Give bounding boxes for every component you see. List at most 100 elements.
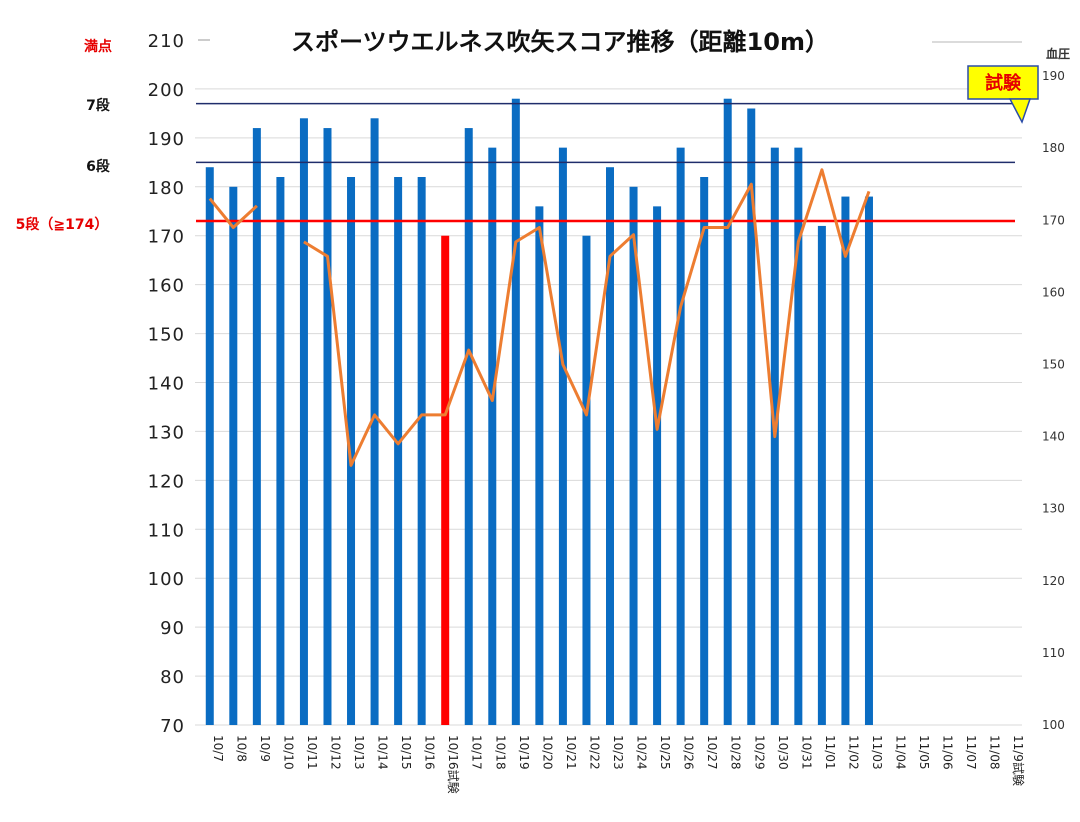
x-tick-label: 10/15 (399, 735, 413, 770)
y-axis-left: 70 80 90 100 110 120 130 140 150 160 170 180 190 200 2… (148, 31, 185, 737)
x-tick-label: 11/9試験 (1011, 735, 1026, 786)
x-tick-label: 10/19 (517, 735, 531, 770)
x-tick-label: 10/26 (682, 735, 696, 770)
bar-10-13 (347, 177, 356, 725)
x-tick-label: 10/10 (281, 735, 295, 770)
y-tick-label: 190 (148, 129, 185, 150)
callout-box (967, 65, 1039, 100)
ref-label-3: 5段（≧174） (16, 216, 109, 233)
x-tick-label: 10/31 (799, 735, 813, 770)
y-tick-label: 160 (148, 276, 185, 297)
callout-text: 試験 (985, 72, 1022, 94)
bar-10-23 (606, 167, 614, 725)
x-tick-label: 10/27 (705, 735, 719, 770)
y-tick-label: 110 (148, 520, 185, 541)
bp-line-series (208, 168, 871, 467)
y2-tick-label: 150 (1042, 357, 1065, 371)
y-tick-label: 90 (160, 618, 185, 639)
y2-tick-label: 140 (1042, 430, 1065, 444)
y-tick-label: 210 (148, 31, 185, 52)
bp-line-segment-0 (208, 197, 258, 229)
y2-tick-label: 110 (1042, 646, 1065, 660)
bar-10-16-- (441, 235, 450, 725)
x-tick-label: 10/28 (729, 735, 743, 770)
bar-10-20 (535, 206, 544, 725)
bar-10-29 (747, 108, 756, 725)
x-tick-label: 10/17 (470, 735, 484, 770)
x-tick-label: 10/13 (352, 735, 366, 770)
x-axis: 10/7 10/8 10/9 10/10 10/11 10/12 10/13 10/14 10/… (211, 735, 1026, 794)
bar-10-27 (700, 177, 709, 725)
ref-label-2: 6段 (86, 158, 110, 175)
x-tick-label: 10/23 (611, 735, 625, 770)
x-tick-label: 10/7 (211, 735, 225, 762)
exam-callout: 試験 (967, 65, 1039, 124)
x-tick-label: 10/12 (328, 735, 342, 770)
bar-10-16 (417, 177, 426, 725)
bar-10-28 (723, 98, 732, 725)
chart-title: スポーツウエルネス吹矢スコア推移（距離10m） (291, 28, 829, 56)
y-tick-label: 130 (148, 422, 185, 443)
x-tick-label: 10/30 (776, 735, 790, 770)
x-tick-label: 11/02 (846, 735, 860, 770)
bar-11-03 (864, 196, 873, 726)
callout-pointer (1008, 98, 1032, 124)
x-tick-label: 11/05 (917, 735, 931, 770)
y2-tick-label: 190 (1042, 69, 1065, 83)
x-tick-label: 10/18 (493, 735, 507, 770)
bar-10-21 (558, 147, 567, 726)
y-axis-right: 100 110 120 130 140 150 160 170 180 190 (1042, 69, 1065, 732)
y-tick-label: 170 (148, 227, 185, 248)
x-tick-label: 10/8 (234, 735, 248, 762)
x-tick-label: 10/9 (258, 735, 272, 762)
y2-tick-label: 180 (1042, 141, 1065, 155)
bar-10-25 (653, 206, 662, 725)
x-tick-label: 10/22 (587, 735, 601, 770)
x-tick-label: 10/21 (564, 735, 578, 770)
bar-11-01 (817, 225, 826, 725)
bar-10-17 (464, 128, 473, 726)
x-tick-label: 11/03 (870, 735, 884, 770)
y-tick-label: 140 (148, 374, 185, 395)
x-tick-label: 10/16試験 (446, 735, 461, 794)
x-tick-label: 10/14 (376, 735, 390, 770)
y-tick-label: 100 (148, 569, 185, 590)
bar-10-10 (276, 177, 285, 725)
x-tick-label: 10/25 (658, 735, 672, 770)
bar-10-8 (229, 186, 238, 726)
bar-10-26 (676, 147, 685, 726)
ref-label-1: 7段 (86, 97, 110, 114)
x-tick-label: 10/24 (635, 735, 649, 770)
y2-tick-label: 100 (1042, 718, 1065, 732)
bar-10-15 (394, 177, 403, 725)
ref-label-0: 満点 (84, 38, 112, 55)
bar-10-31 (794, 147, 803, 726)
x-tick-label: 11/08 (988, 735, 1002, 770)
y-tick-label: 150 (148, 325, 185, 346)
y-tick-label: 180 (148, 178, 185, 199)
y2-tick-label: 160 (1042, 285, 1065, 299)
y2-axis-label: 血圧 (1046, 46, 1070, 61)
x-tick-label: 11/07 (964, 735, 978, 770)
bar-10-24 (629, 186, 638, 726)
bar-10-12 (323, 128, 332, 726)
y2-tick-label: 130 (1042, 502, 1065, 516)
y-tick-label: 200 (148, 80, 185, 101)
bar-10-14 (370, 118, 379, 726)
x-tick-label: 11/01 (823, 735, 837, 770)
y-tick-label: 80 (160, 667, 185, 688)
x-tick-label: 10/16 (423, 735, 437, 770)
x-tick-label: 10/11 (305, 735, 319, 770)
bar-10-18 (488, 147, 497, 726)
bar-11-02 (841, 196, 850, 726)
reference-lines: 満点 7段 6段 5段（≧174） (16, 38, 1022, 233)
x-tick-label: 10/29 (752, 735, 766, 770)
x-tick-label: 11/06 (941, 735, 955, 770)
bar-10-7 (205, 167, 214, 725)
bar-10-11 (299, 118, 308, 726)
bar-10-9 (252, 128, 261, 726)
x-tick-label: 10/20 (540, 735, 554, 770)
x-tick-label: 11/04 (894, 735, 908, 770)
